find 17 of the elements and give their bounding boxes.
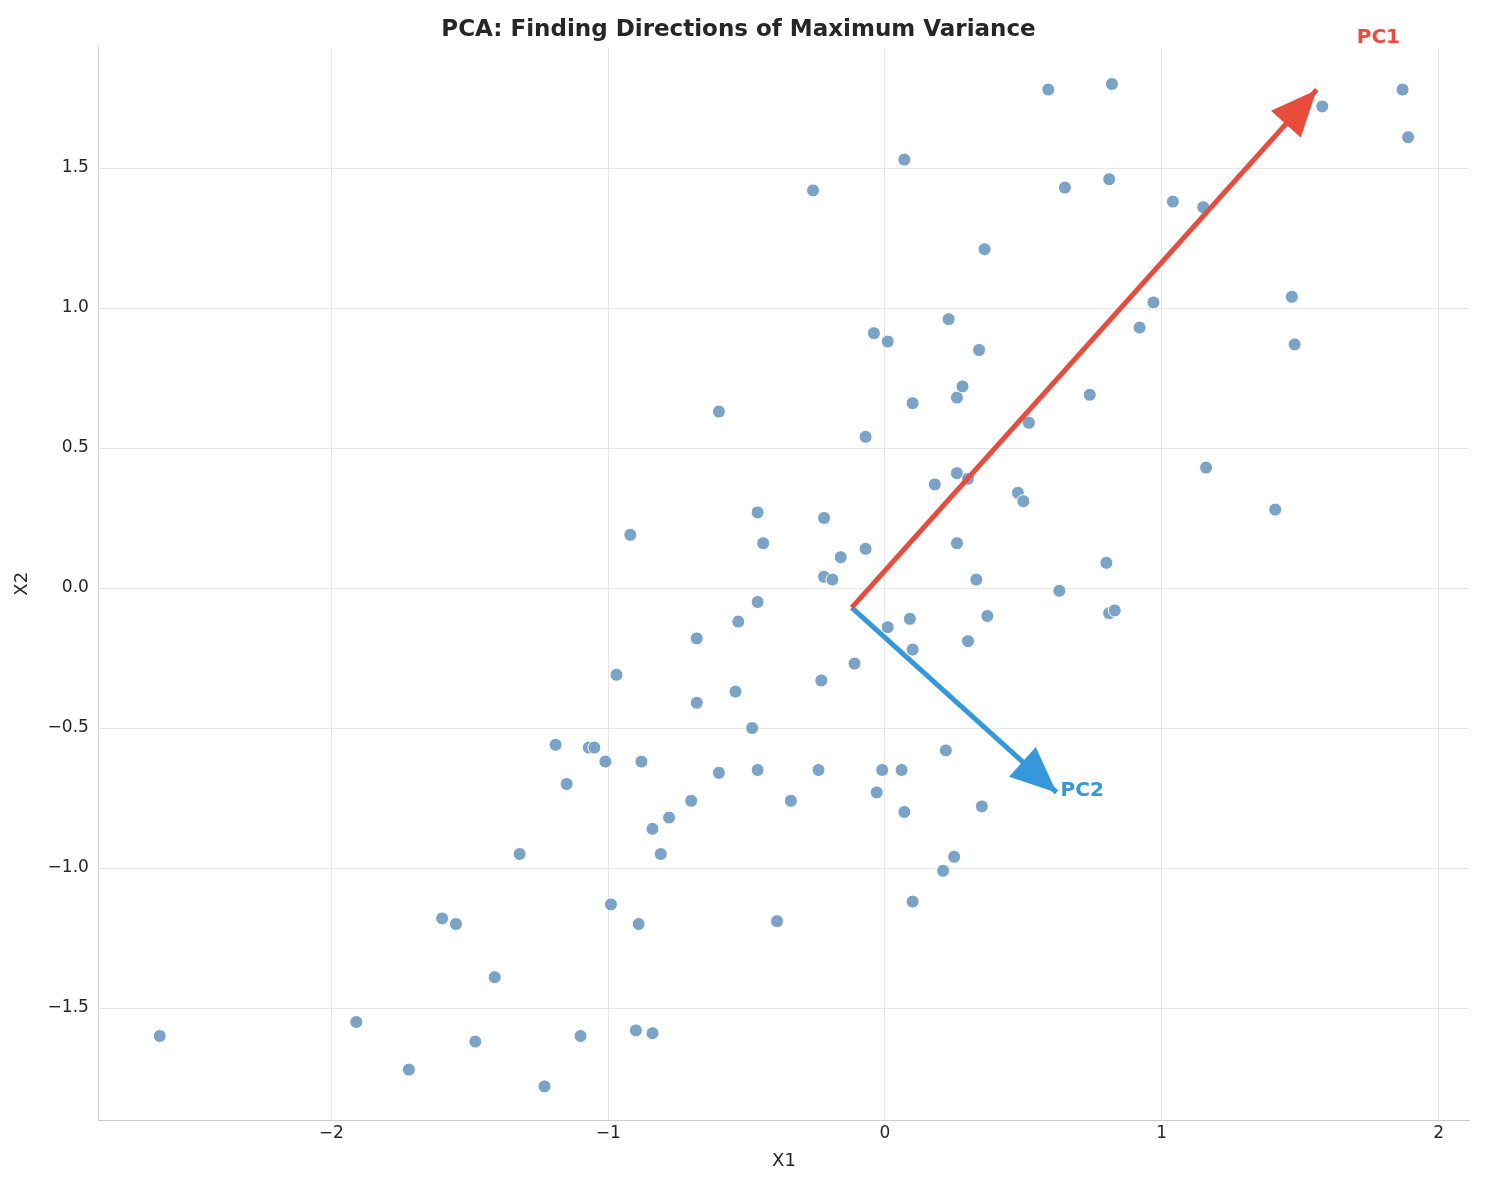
series-label: PC2 — [1060, 776, 1104, 801]
x-tick-label: 0 — [879, 1121, 891, 1142]
chart-title: PCA: Finding Directions of Maximum Variance — [441, 14, 1036, 41]
x-tick-label: −2 — [318, 1121, 344, 1142]
y-tick-label: 1.0 — [61, 296, 89, 317]
x-tick-label: −1 — [595, 1121, 621, 1142]
x-tick-label: 1 — [1156, 1121, 1168, 1142]
y-tick-label: 0.5 — [61, 436, 89, 457]
y-tick-label: −1.5 — [47, 996, 89, 1017]
y-axis-title: X2 — [10, 571, 32, 596]
text: PC1 — [1356, 23, 1401, 48]
x-axis-title: X1 — [772, 1148, 796, 1170]
x-tick-label: 2 — [1433, 1121, 1444, 1142]
y-tick-label: −0.5 — [47, 716, 89, 737]
y-tick-label: 0.0 — [61, 576, 89, 597]
y-tick-label: −1.0 — [47, 856, 89, 877]
y-tick-label: 1.5 — [61, 156, 89, 177]
